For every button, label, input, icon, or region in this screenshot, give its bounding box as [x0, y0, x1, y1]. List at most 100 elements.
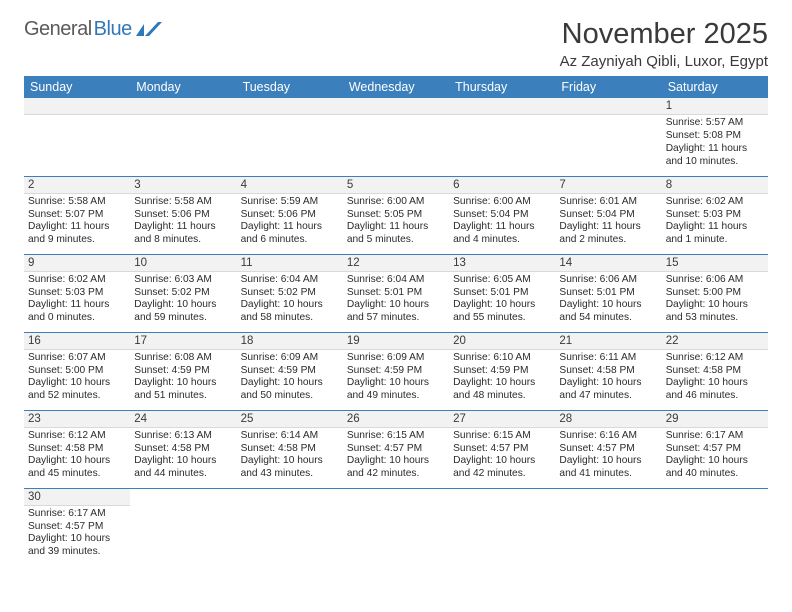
day-details: Sunrise: 6:07 AMSunset: 5:00 PMDaylight:… — [28, 352, 126, 403]
weekday-header: Friday — [555, 76, 661, 98]
calendar-day-cell: 23 Sunrise: 6:12 AMSunset: 4:58 PMDayligh… — [24, 410, 130, 488]
calendar-table: SundayMondayTuesdayWednesdayThursdayFrid… — [24, 76, 768, 566]
calendar-day-cell: 30 Sunrise: 6:17 AMSunset: 4:57 PMDayligh… — [24, 488, 130, 566]
day-details: Sunrise: 6:06 AMSunset: 5:00 PMDaylight:… — [666, 274, 764, 325]
calendar-day-cell: 13Sunrise: 6:05 AMSunset: 5:01 PMDayligh… — [449, 254, 555, 332]
day-details: Sunrise: 6:00 AMSunset: 5:05 PMDaylight:… — [347, 196, 445, 247]
day-number: 30 — [24, 489, 130, 506]
calendar-day-cell: 9Sunrise: 6:02 AMSunset: 5:03 PMDaylight… — [24, 254, 130, 332]
day-number: 9 — [24, 255, 130, 272]
logo-text-blue: Blue — [94, 18, 132, 41]
logo-text-general: General — [24, 18, 92, 41]
calendar-day-cell: 5 Sunrise: 6:00 AMSunset: 5:05 PMDaylight… — [343, 176, 449, 254]
calendar-week-row: 16 Sunrise: 6:07 AMSunset: 5:00 PMDayligh… — [24, 332, 768, 410]
calendar-day-cell: 22 Sunrise: 6:12 AMSunset: 4:58 PMDayligh… — [662, 332, 768, 410]
day-number: 11 — [237, 255, 343, 272]
calendar-empty-cell — [24, 98, 130, 176]
day-number: 8 — [662, 177, 768, 194]
calendar-day-cell: 17 Sunrise: 6:08 AMSunset: 4:59 PMDayligh… — [130, 332, 236, 410]
calendar-day-cell: 6Sunrise: 6:00 AMSunset: 5:04 PMDaylight… — [449, 176, 555, 254]
day-details: Sunrise: 6:15 AMSunset: 4:57 PMDaylight:… — [347, 430, 445, 481]
day-details: Sunrise: 6:04 AMSunset: 5:02 PMDaylight:… — [241, 274, 339, 325]
day-number-empty — [555, 98, 661, 115]
day-number: 27 — [449, 411, 555, 428]
calendar-day-cell: 26Sunrise: 6:15 AMSunset: 4:57 PMDayligh… — [343, 410, 449, 488]
weekday-header: Thursday — [449, 76, 555, 98]
calendar-empty-cell — [449, 488, 555, 566]
calendar-day-cell: 8 Sunrise: 6:02 AMSunset: 5:03 PMDaylight… — [662, 176, 768, 254]
day-details: Sunrise: 6:04 AMSunset: 5:01 PMDaylight:… — [347, 274, 445, 325]
calendar-day-cell: 2 Sunrise: 5:58 AMSunset: 5:07 PMDaylight… — [24, 176, 130, 254]
day-number: 13 — [449, 255, 555, 272]
day-details: Sunrise: 5:58 AMSunset: 5:07 PMDaylight:… — [28, 196, 126, 247]
calendar-week-row: 9Sunrise: 6:02 AMSunset: 5:03 PMDaylight… — [24, 254, 768, 332]
calendar-day-cell: 15 Sunrise: 6:06 AMSunset: 5:00 PMDayligh… — [662, 254, 768, 332]
calendar-empty-cell — [237, 488, 343, 566]
calendar-empty-cell — [343, 98, 449, 176]
calendar-day-cell: 29 Sunrise: 6:17 AMSunset: 4:57 PMDayligh… — [662, 410, 768, 488]
day-details: Sunrise: 6:17 AMSunset: 4:57 PMDaylight:… — [28, 508, 126, 559]
calendar-empty-cell — [555, 98, 661, 176]
weekday-header: Monday — [130, 76, 236, 98]
calendar-day-cell: 4 Sunrise: 5:59 AMSunset: 5:06 PMDaylight… — [237, 176, 343, 254]
header: General Blue November 2025 Az Zayniyah Q… — [24, 18, 768, 70]
calendar-day-cell: 28 Sunrise: 6:16 AMSunset: 4:57 PMDayligh… — [555, 410, 661, 488]
day-details: Sunrise: 6:14 AMSunset: 4:58 PMDaylight:… — [241, 430, 339, 481]
day-number: 12 — [343, 255, 449, 272]
day-number: 19 — [343, 333, 449, 350]
day-details: Sunrise: 6:16 AMSunset: 4:57 PMDaylight:… — [559, 430, 657, 481]
day-number: 17 — [130, 333, 236, 350]
day-number: 23 — [24, 411, 130, 428]
day-number: 16 — [24, 333, 130, 350]
day-number: 21 — [555, 333, 661, 350]
logo-flag-icon — [136, 22, 162, 38]
calendar-day-cell: 18Sunrise: 6:09 AMSunset: 4:59 PMDayligh… — [237, 332, 343, 410]
location: Az Zayniyah Qibli, Luxor, Egypt — [560, 53, 768, 70]
calendar-day-cell: 1Sunrise: 5:57 AMSunset: 5:08 PMDaylight… — [662, 98, 768, 176]
day-details: Sunrise: 6:12 AMSunset: 4:58 PMDaylight:… — [28, 430, 126, 481]
day-details: Sunrise: 6:02 AMSunset: 5:03 PMDaylight:… — [666, 196, 764, 247]
calendar-week-row: 2 Sunrise: 5:58 AMSunset: 5:07 PMDaylight… — [24, 176, 768, 254]
day-details: Sunrise: 6:09 AMSunset: 4:59 PMDaylight:… — [241, 352, 339, 403]
calendar-day-cell: 27Sunrise: 6:15 AMSunset: 4:57 PMDayligh… — [449, 410, 555, 488]
calendar-day-cell: 10Sunrise: 6:03 AMSunset: 5:02 PMDayligh… — [130, 254, 236, 332]
day-details: Sunrise: 6:12 AMSunset: 4:58 PMDaylight:… — [666, 352, 764, 403]
day-number: 15 — [662, 255, 768, 272]
calendar-day-cell: 24Sunrise: 6:13 AMSunset: 4:58 PMDayligh… — [130, 410, 236, 488]
title-block: November 2025 Az Zayniyah Qibli, Luxor, … — [560, 18, 768, 70]
day-number: 22 — [662, 333, 768, 350]
calendar-empty-cell — [449, 98, 555, 176]
day-number-empty — [237, 98, 343, 115]
day-details: Sunrise: 5:59 AMSunset: 5:06 PMDaylight:… — [241, 196, 339, 247]
calendar-day-cell: 20 Sunrise: 6:10 AMSunset: 4:59 PMDayligh… — [449, 332, 555, 410]
weekday-header-row: SundayMondayTuesdayWednesdayThursdayFrid… — [24, 76, 768, 98]
day-details: Sunrise: 6:11 AMSunset: 4:58 PMDaylight:… — [559, 352, 657, 403]
calendar-empty-cell — [555, 488, 661, 566]
day-number-empty — [24, 98, 130, 115]
day-number: 29 — [662, 411, 768, 428]
day-details: Sunrise: 6:10 AMSunset: 4:59 PMDaylight:… — [453, 352, 551, 403]
calendar-empty-cell — [343, 488, 449, 566]
day-number: 20 — [449, 333, 555, 350]
day-number: 28 — [555, 411, 661, 428]
calendar-day-cell: 21 Sunrise: 6:11 AMSunset: 4:58 PMDayligh… — [555, 332, 661, 410]
day-details: Sunrise: 6:08 AMSunset: 4:59 PMDaylight:… — [134, 352, 232, 403]
day-number-empty — [449, 98, 555, 115]
logo: General Blue — [24, 18, 162, 41]
calendar-page: General Blue November 2025 Az Zayniyah Q… — [0, 0, 792, 584]
calendar-week-row: 23 Sunrise: 6:12 AMSunset: 4:58 PMDayligh… — [24, 410, 768, 488]
calendar-empty-cell — [237, 98, 343, 176]
day-number: 4 — [237, 177, 343, 194]
day-details: Sunrise: 6:09 AMSunset: 4:59 PMDaylight:… — [347, 352, 445, 403]
day-details: Sunrise: 5:57 AMSunset: 5:08 PMDaylight:… — [666, 117, 764, 168]
day-number: 5 — [343, 177, 449, 194]
calendar-empty-cell — [130, 98, 236, 176]
calendar-week-row: 30 Sunrise: 6:17 AMSunset: 4:57 PMDayligh… — [24, 488, 768, 566]
day-details: Sunrise: 6:17 AMSunset: 4:57 PMDaylight:… — [666, 430, 764, 481]
day-number: 6 — [449, 177, 555, 194]
calendar-day-cell: 7Sunrise: 6:01 AMSunset: 5:04 PMDaylight… — [555, 176, 661, 254]
calendar-day-cell: 16 Sunrise: 6:07 AMSunset: 5:00 PMDayligh… — [24, 332, 130, 410]
day-number: 2 — [24, 177, 130, 194]
weekday-header: Sunday — [24, 76, 130, 98]
day-details: Sunrise: 6:13 AMSunset: 4:58 PMDaylight:… — [134, 430, 232, 481]
